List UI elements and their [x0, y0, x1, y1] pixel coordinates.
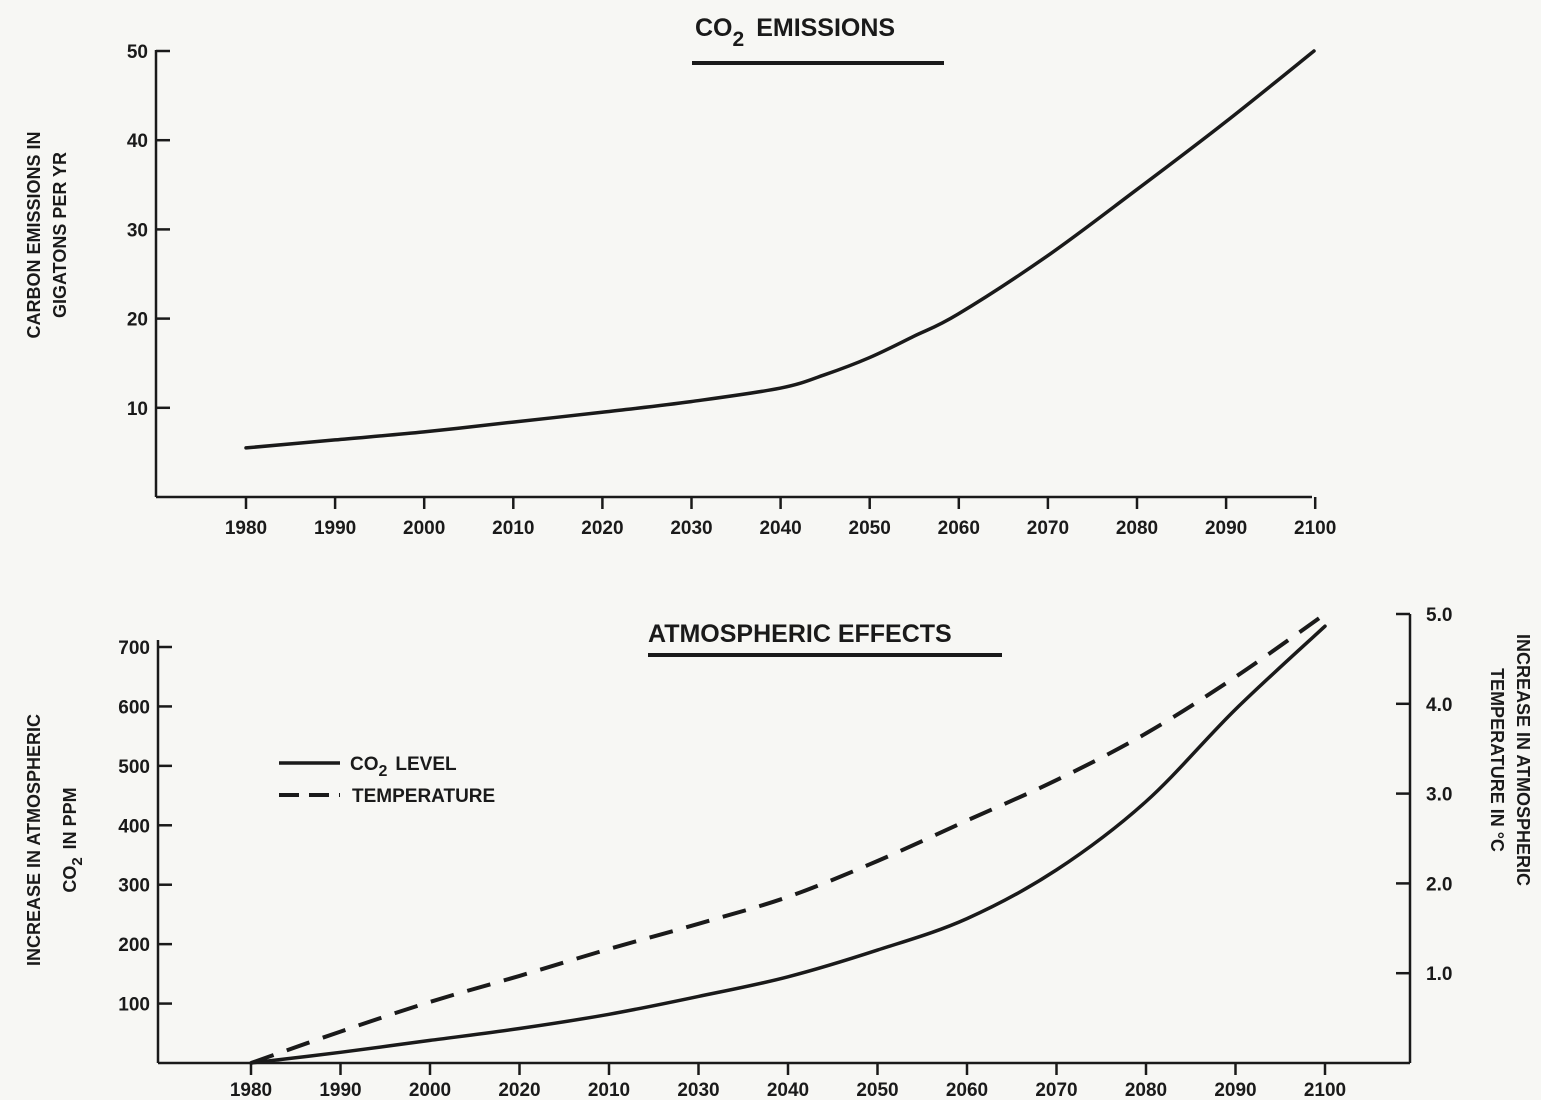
atmospheric-x-tick-label: 2010: [588, 1080, 630, 1100]
legend-co2-co: CO: [350, 754, 379, 775]
atmospheric-left-axis-label: INCREASE IN ATMOSPHERIC CO2 IN PPM: [24, 714, 86, 966]
emissions-x-tick-label: 1980: [225, 518, 267, 539]
emissions-x-tick-label: 2020: [581, 518, 623, 539]
emissions-x-tick-label: 1990: [314, 518, 356, 539]
atmospheric-x-tick-label: 2030: [677, 1080, 719, 1100]
atmospheric-ylabel-left-line2: CO2 IN PPM: [60, 787, 86, 892]
atmospheric-ylabel-sub: 2: [69, 857, 86, 865]
atmospheric-x-tick-label: 2070: [1035, 1080, 1077, 1100]
atmospheric-x-tick-label: 2080: [1125, 1080, 1167, 1100]
emissions-x-tick-label: 2060: [938, 518, 980, 539]
atmospheric-x-tick-label: 1980: [230, 1080, 272, 1100]
emissions-y-tick-label: 50: [127, 42, 148, 63]
legend-co2-label: CO2 LEVEL: [350, 754, 457, 780]
emissions-ylabel-line2: GIGATONS PER YR: [50, 152, 70, 318]
emissions-title-rest: EMISSIONS: [756, 14, 895, 42]
atmospheric-x-tick-label: 2000: [409, 1080, 451, 1100]
emissions-title: CO2 EMISSIONS: [695, 14, 895, 51]
atmospheric-right-y-tick-label: 5.0: [1426, 605, 1452, 626]
emissions-y-tick-label: 10: [127, 399, 148, 420]
emissions-x-tick-label: 2100: [1294, 518, 1336, 539]
co2-level-line: [249, 624, 1327, 1065]
atmospheric-right-y-tick-label: 4.0: [1426, 695, 1452, 716]
atmospheric-title: ATMOSPHERIC EFFECTS: [648, 620, 952, 648]
atmospheric-legend: CO2 LEVEL TEMPERATURE: [279, 754, 495, 807]
atmospheric-left-y-tick-label: 600: [118, 697, 150, 718]
atmospheric-ylabel-rest: IN PPM: [60, 787, 80, 849]
atmospheric-left-y-tick-label: 500: [118, 757, 150, 778]
atmospheric-right-y-tick-label: 1.0: [1426, 964, 1452, 985]
atmospheric-ylabel-co: CO: [60, 866, 80, 893]
legend-co2-sub: 2: [379, 763, 388, 780]
legend-temperature-label: TEMPERATURE: [352, 786, 495, 807]
emissions-x-tick-label: 2050: [849, 518, 891, 539]
emissions-series-line: [244, 49, 1316, 450]
atmospheric-right-y-tick-label: 3.0: [1426, 785, 1452, 806]
emissions-y-axis-label: CARBON EMISSIONS IN GIGATONS PER YR: [24, 131, 70, 338]
atmospheric-left-y-tick-label: 700: [118, 638, 150, 659]
emissions-x-tick-label: 2030: [670, 518, 712, 539]
legend-co2-rest: LEVEL: [395, 754, 457, 775]
atmospheric-x-tick-label: 2020: [498, 1080, 540, 1100]
atmospheric-x-tick-label: 2040: [767, 1080, 809, 1100]
emissions-x-tick-label: 2080: [1116, 518, 1158, 539]
atmospheric-left-y-tick-label: 200: [118, 935, 150, 956]
emissions-title-co: CO: [695, 14, 733, 42]
emissions-y-tick-label: 20: [127, 310, 148, 331]
emissions-x-tick-label: 2010: [492, 518, 534, 539]
atmospheric-x-tick-label: 1990: [319, 1080, 361, 1100]
emissions-chart: CO2 EMISSIONS CARBON EMISSIONS IN GIGATON…: [24, 14, 1336, 539]
emissions-y-tick-label: 30: [127, 220, 148, 241]
atmospheric-left-y-tick-label: 300: [118, 876, 150, 897]
emissions-x-tick-label: 2040: [759, 518, 801, 539]
emissions-x-tick-label: 2090: [1205, 518, 1247, 539]
emissions-y-tick-label: 40: [127, 131, 148, 152]
emissions-x-tick-label: 2000: [403, 518, 445, 539]
atmospheric-ylabel-left-line1: INCREASE IN ATMOSPHERIC: [24, 714, 44, 966]
atmospheric-ylabel-right-line2: TEMPERATURE IN °C: [1487, 668, 1507, 852]
atmospheric-x-tick-label: 2090: [1214, 1080, 1256, 1100]
atmospheric-right-axis-label: INCREASE IN ATMOSPHERIC TEMPERATURE IN °…: [1487, 634, 1533, 886]
atmospheric-x-tick-label: 2100: [1304, 1080, 1346, 1100]
emissions-x-tick-label: 2070: [1027, 518, 1069, 539]
atmospheric-chart: ATMOSPHERIC EFFECTS INCREASE IN ATMOSPHE…: [24, 605, 1533, 1100]
temperature-line: [250, 612, 1327, 1065]
atmospheric-x-tick-label: 2060: [946, 1080, 988, 1100]
atmospheric-right-y-tick-label: 2.0: [1426, 874, 1452, 895]
emissions-title-sub: 2: [733, 28, 745, 51]
atmospheric-left-y-tick-label: 100: [118, 995, 150, 1016]
atmospheric-x-tick-label: 2050: [856, 1080, 898, 1100]
atmospheric-left-y-tick-label: 400: [118, 816, 150, 837]
atmospheric-ylabel-right-line1: INCREASE IN ATMOSPHERIC: [1513, 634, 1533, 886]
emissions-ylabel-line1: CARBON EMISSIONS IN: [24, 131, 44, 338]
